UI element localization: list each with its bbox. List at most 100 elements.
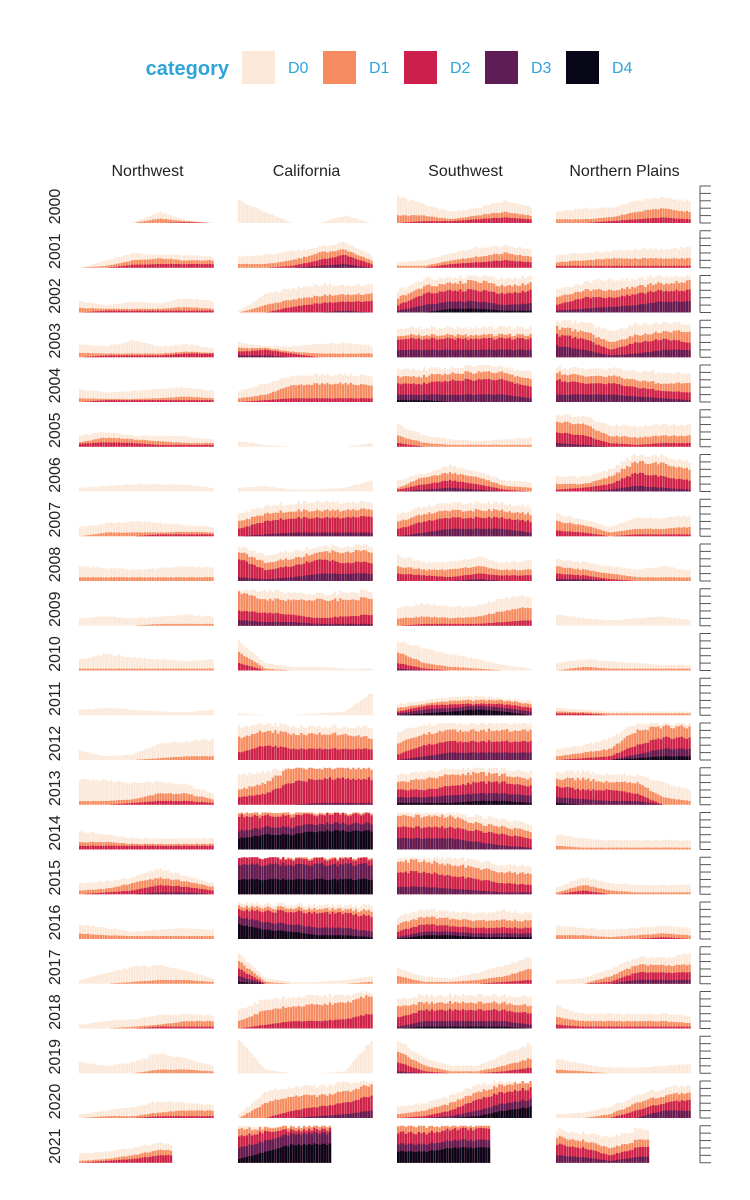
bar-d2: [182, 222, 186, 223]
bar-d1: [84, 308, 87, 313]
bar-d0: [162, 524, 165, 537]
bar-d1: [448, 260, 452, 268]
bar-d2: [500, 292, 504, 313]
bar-d1: [341, 384, 345, 402]
bar-d1: [81, 307, 84, 313]
bar-d2: [636, 444, 639, 447]
bar-d1: [112, 264, 115, 268]
bar-d1: [136, 439, 139, 447]
bar-d2: [310, 398, 313, 402]
bar-d0: [397, 195, 400, 223]
bar-d0: [177, 435, 180, 447]
bar-d0: [253, 255, 256, 268]
bar-d1: [125, 438, 128, 447]
bar-d2: [287, 518, 290, 537]
bar-d2: [628, 534, 631, 537]
bar-d1: [433, 443, 436, 447]
bar-d0: [420, 202, 423, 223]
bar-d0: [266, 486, 269, 492]
bar-d0: [482, 440, 485, 447]
bar-d2: [133, 310, 136, 313]
bar-d2: [159, 534, 162, 537]
bar-d1: [623, 258, 626, 268]
bar-d2: [521, 490, 524, 492]
bar-d2: [336, 398, 339, 402]
bar-d0: [269, 486, 272, 492]
bar-d1: [156, 441, 160, 447]
bar-d0: [190, 388, 193, 402]
bar-d3: [443, 529, 446, 537]
bar-d3: [433, 349, 436, 358]
bar-d2: [461, 339, 465, 358]
bar-d3: [485, 529, 488, 537]
bar-d1: [362, 384, 365, 402]
bar-d3: [370, 532, 373, 537]
bar-d2: [584, 435, 587, 447]
bar-d1: [156, 219, 160, 223]
bar-d2: [362, 398, 365, 402]
bar-d2: [263, 400, 267, 402]
bar-d3: [563, 394, 567, 402]
bar-d0: [279, 291, 282, 313]
bar-d2: [566, 433, 569, 447]
bar-d0: [344, 487, 347, 492]
bar-d0: [454, 439, 457, 447]
bar-d2: [300, 264, 303, 268]
bar-d0: [503, 439, 506, 447]
bar-d2: [662, 442, 665, 447]
bar-d1: [556, 483, 559, 492]
bar-d1: [349, 353, 352, 358]
bar-d2: [443, 380, 446, 402]
bar-d1: [107, 265, 110, 268]
bar-d1: [587, 218, 590, 223]
bar-d1: [459, 444, 462, 447]
bar-d2: [503, 338, 506, 358]
bar-d0: [172, 484, 175, 492]
bar-d2: [641, 292, 644, 313]
bar-d3: [600, 307, 603, 313]
bar-d1: [428, 216, 431, 223]
bar-d3: [349, 532, 352, 537]
bar-d2: [156, 444, 160, 447]
bar-d3: [480, 302, 483, 313]
bar-d2: [636, 293, 639, 313]
bar-d0: [208, 439, 212, 447]
bar-d2: [654, 474, 657, 492]
bar-d2: [331, 398, 334, 402]
bar-d2: [516, 261, 519, 268]
bar-d1: [581, 483, 585, 492]
bar-d2: [167, 444, 170, 447]
bar-d2: [490, 487, 493, 492]
bar-d3: [428, 489, 431, 492]
bar-d0: [521, 438, 524, 447]
bar-d2: [86, 443, 90, 447]
bar-d2: [610, 483, 613, 492]
bar-d4: [500, 310, 504, 313]
bar-d2: [574, 336, 577, 358]
bar-d2: [529, 386, 532, 402]
bar-d1: [558, 484, 561, 492]
bar-d3: [675, 488, 678, 492]
bar-d3: [506, 349, 509, 358]
bar-d1: [238, 398, 241, 402]
bar-d3: [261, 534, 264, 537]
bar-d2: [339, 301, 342, 313]
bar-d2: [441, 265, 444, 268]
bar-d2: [451, 338, 454, 358]
bar-d2: [657, 443, 660, 447]
bar-d3: [587, 308, 590, 313]
bar-d1: [474, 256, 478, 268]
bar-d3: [667, 398, 670, 402]
bar-d2: [568, 265, 572, 268]
bar-d1: [130, 260, 134, 268]
bar-d0: [641, 248, 644, 268]
bar-d2: [443, 291, 446, 313]
bar-d3: [480, 528, 483, 537]
bar-d1: [201, 397, 204, 402]
bar-d2: [339, 255, 342, 268]
bar-d0: [266, 383, 269, 402]
bar-d1: [602, 432, 605, 447]
bar-d4: [526, 310, 530, 313]
bar-d0: [172, 345, 175, 358]
bar-d2: [240, 528, 243, 537]
